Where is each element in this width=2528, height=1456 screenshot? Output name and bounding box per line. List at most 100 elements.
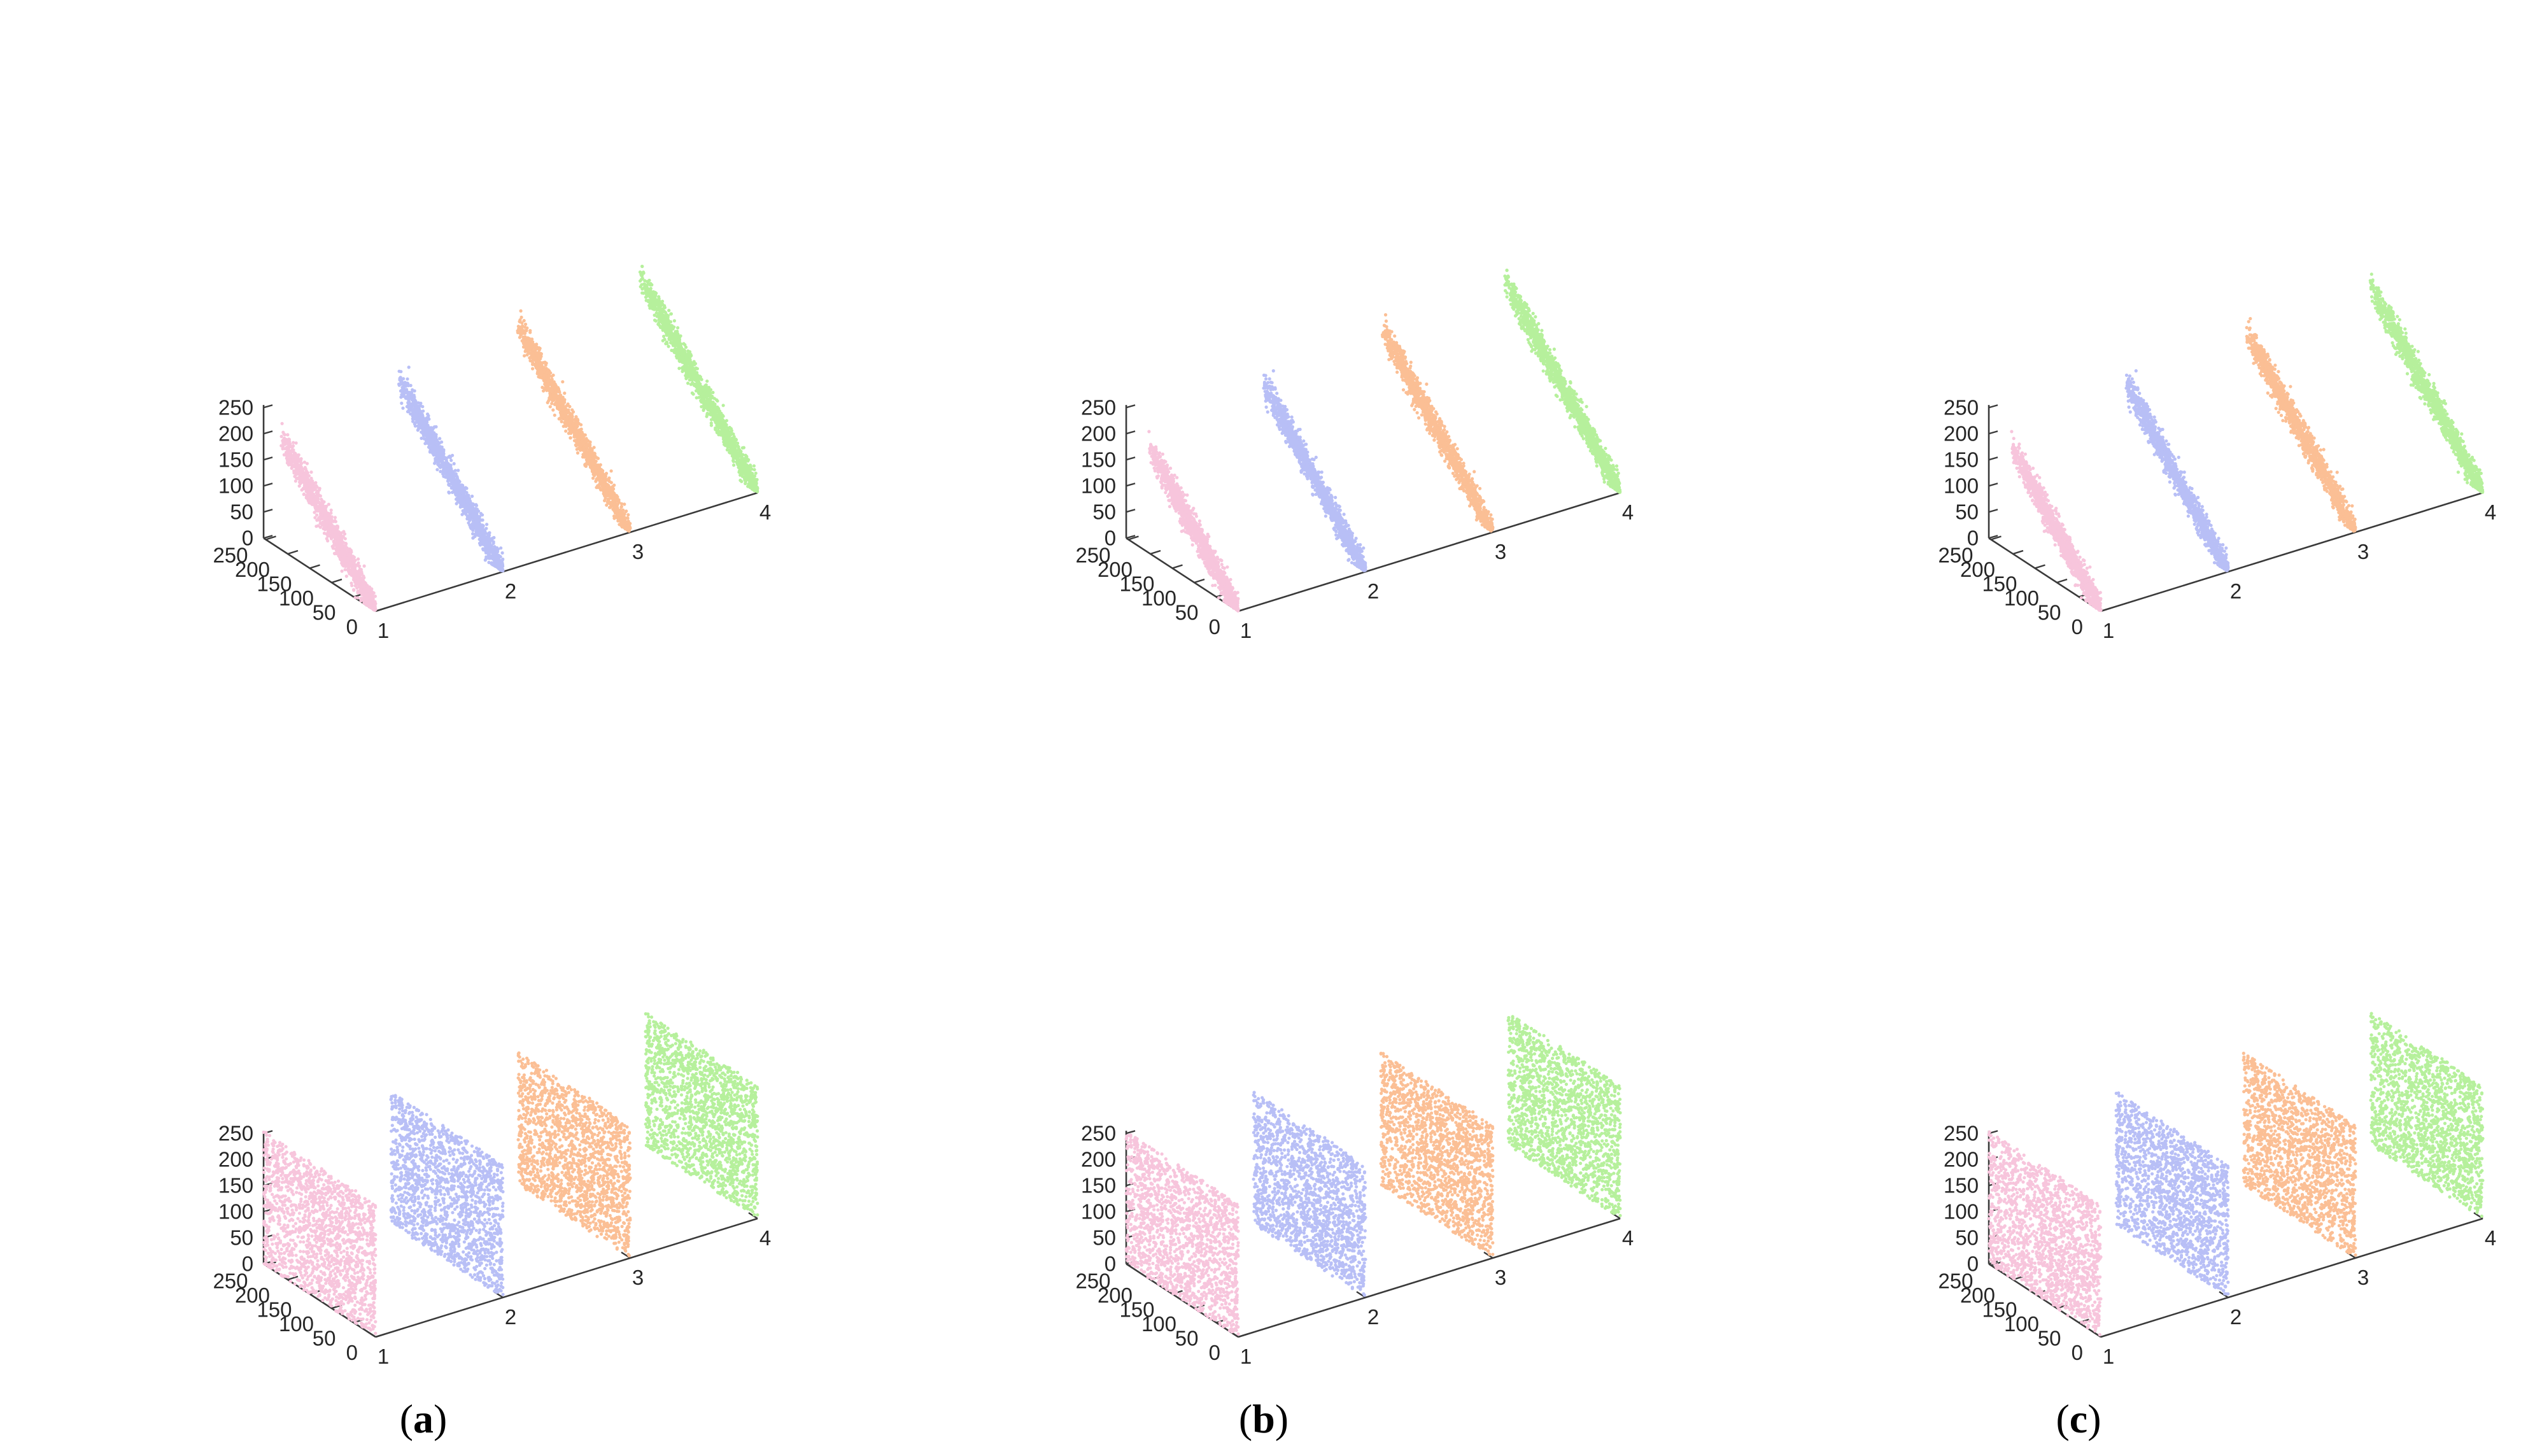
scatter-point	[686, 381, 690, 385]
scatter-point	[521, 328, 525, 332]
scatter-point	[581, 436, 585, 440]
z-tick-mark	[263, 509, 273, 513]
scatter-point	[495, 553, 500, 557]
scatter-point	[556, 387, 561, 391]
scatter-point	[623, 526, 627, 530]
scatter-point	[342, 548, 346, 552]
scatter-point	[440, 445, 444, 449]
scatter-point	[588, 442, 591, 446]
scatter-point	[332, 541, 336, 544]
scatter-point	[475, 521, 479, 525]
scatter-point	[471, 532, 475, 536]
scatter-point	[476, 514, 479, 519]
scatter-point	[437, 445, 441, 449]
scatter-point	[292, 448, 295, 452]
scatter-point	[616, 519, 620, 523]
scatter-point	[547, 389, 552, 393]
scatter-point	[279, 435, 283, 439]
scatter-point	[419, 417, 423, 421]
scatter-point	[309, 476, 313, 481]
scatter-point	[306, 476, 309, 479]
scatter-point	[442, 469, 446, 473]
scatter-point	[435, 438, 439, 442]
scatter-point	[400, 401, 404, 406]
scatter-point	[316, 524, 320, 528]
scatter-point	[582, 446, 586, 450]
scatter-point	[447, 490, 451, 494]
scatter-point	[332, 544, 336, 548]
scatter-point	[310, 479, 314, 484]
scatter-point	[477, 541, 482, 546]
scatter-point	[425, 416, 429, 420]
scatter-point	[441, 458, 444, 462]
scatter-point	[550, 379, 554, 383]
scatter-point	[499, 569, 503, 572]
scatter-point	[397, 369, 401, 373]
scatter-point	[326, 516, 330, 520]
panels-group: 1234050100150200250050100150200250123405…	[213, 264, 2496, 1368]
scatter-point	[353, 596, 357, 600]
scatter-point	[447, 482, 451, 486]
scatter-point	[623, 523, 627, 527]
scatter-point	[588, 465, 593, 469]
series-x1	[279, 421, 378, 612]
y-tick-label: 250	[213, 544, 248, 567]
z-tick-mark	[263, 430, 273, 435]
scatter-point	[609, 490, 612, 493]
scatter-point	[330, 524, 335, 528]
scatter-point	[445, 468, 449, 472]
scatter-point	[309, 470, 313, 474]
scatter-point	[417, 425, 421, 429]
scatter-point	[477, 534, 481, 537]
scatter-point	[543, 367, 547, 371]
scatter-point	[423, 421, 427, 425]
scatter-point	[418, 409, 422, 413]
scatter-point	[330, 530, 334, 534]
scatter-point	[280, 421, 284, 425]
scatter-point	[323, 523, 327, 527]
scatter-point	[329, 508, 333, 512]
scatter-point	[598, 481, 603, 484]
scatter-point	[320, 503, 324, 507]
scatter-point	[335, 525, 340, 528]
scatter-point	[426, 412, 430, 416]
scatter-point	[416, 407, 420, 411]
scatter-point	[357, 561, 360, 565]
scatter-point	[399, 395, 403, 399]
scatter-point	[431, 439, 435, 444]
scatter-point	[286, 433, 290, 437]
scatter-point	[467, 517, 470, 521]
scatter-point	[287, 437, 291, 442]
scatter-point	[286, 459, 290, 463]
y-tick-label: 50	[313, 601, 336, 625]
scatter-point	[486, 549, 490, 553]
scatter-point	[619, 505, 623, 509]
scatter-point	[605, 477, 609, 482]
scatter-point	[402, 381, 406, 385]
scatter-point	[559, 411, 563, 416]
scatter-point	[439, 463, 442, 467]
scatter-point	[591, 462, 595, 465]
scatter-point	[362, 564, 366, 568]
scatter-point	[536, 370, 540, 374]
scatter-point	[362, 596, 365, 600]
scatter-point	[475, 528, 479, 532]
z-tick-label: 50	[230, 500, 253, 523]
scatter-point	[413, 399, 417, 403]
scatter-point	[537, 358, 541, 363]
scatter-point	[605, 489, 609, 493]
scatter-point	[370, 593, 374, 598]
scatter-point	[453, 480, 457, 484]
scatter-point	[520, 339, 524, 343]
scatter-point	[344, 574, 348, 578]
scatter-point	[369, 590, 374, 595]
scatter-point	[535, 365, 539, 369]
scatter-point	[752, 464, 756, 468]
z-tick-label: 200	[218, 421, 253, 445]
scatter-point	[459, 500, 463, 504]
scatter-point	[364, 587, 368, 591]
scatter-point	[569, 418, 573, 421]
scatter-point	[470, 494, 474, 498]
y-tick-label: 100	[279, 586, 314, 610]
scatter-point	[568, 405, 572, 409]
